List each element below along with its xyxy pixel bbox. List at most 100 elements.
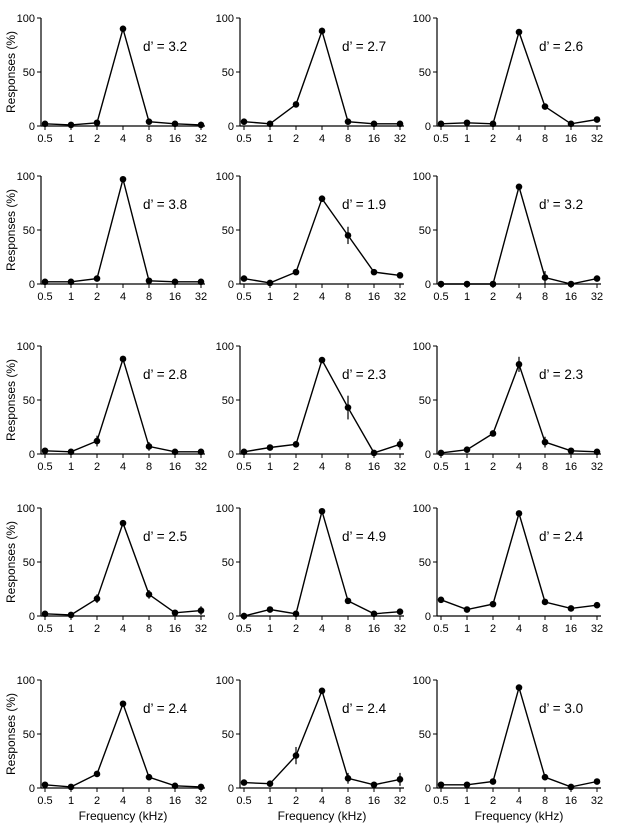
x-tick-label: 8 — [146, 795, 152, 807]
data-point — [437, 449, 445, 457]
dprime-annotation: d’ = 3.2 — [143, 39, 187, 54]
data-point — [541, 773, 549, 781]
dprime-annotation: d’ = 2.3 — [539, 367, 583, 382]
dprime-annotation: d’ = 2.5 — [143, 529, 187, 544]
y-tick-label: 100 — [216, 341, 234, 353]
data-point — [344, 404, 352, 411]
data-point — [318, 195, 326, 202]
data-point — [119, 175, 127, 183]
chart-panel-r2c3: 0 50 100 0.5 1 2 4 8 16 32 d’ = 3.2 — [413, 171, 603, 303]
y-axis-label: Responses (%) — [4, 521, 18, 603]
data-point — [292, 101, 300, 108]
data-point — [240, 448, 248, 456]
data-point — [67, 278, 75, 286]
x-tick-label: 2 — [293, 461, 299, 473]
dprime-annotation: d’ = 3.2 — [539, 197, 583, 212]
dprime-annotation: d’ = 2.6 — [539, 39, 583, 54]
x-tick-label: 16 — [169, 461, 181, 473]
data-point — [292, 440, 300, 448]
x-tick-label: 4 — [120, 623, 126, 635]
x-tick-label: 4 — [516, 461, 522, 473]
data-point — [463, 280, 471, 288]
x-tick-label: 8 — [345, 461, 351, 473]
data-point — [145, 118, 153, 125]
y-tick-label: 100 — [17, 13, 35, 25]
data-point — [344, 774, 352, 782]
x-tick-label: 8 — [542, 133, 548, 145]
chart-panel-r4c2: 0 50 100 0.5 1 2 4 8 16 32 d’ = 4.9 — [216, 503, 406, 635]
y-tick-label: 100 — [216, 503, 234, 515]
y-tick-label: 100 — [17, 503, 35, 515]
data-point — [396, 440, 404, 448]
y-tick-label: 0 — [29, 449, 35, 461]
x-tick-label: 4 — [516, 133, 522, 145]
x-tick-label: 0.5 — [37, 461, 52, 473]
series-line — [44, 701, 202, 788]
y-tick-label: 100 — [413, 13, 431, 25]
x-tick-label: 2 — [490, 291, 496, 303]
data-point — [266, 120, 274, 128]
x-tick-label: 2 — [94, 461, 100, 473]
y-tick-label: 50 — [23, 729, 35, 741]
data-point — [67, 448, 75, 456]
x-tick-label: 32 — [591, 795, 603, 807]
y-tick-label: 0 — [425, 449, 431, 461]
x-tick-label: 16 — [565, 795, 577, 807]
x-tick-label: 0.5 — [433, 133, 448, 145]
y-tick-label: 0 — [425, 121, 431, 133]
x-tick-label: 2 — [94, 623, 100, 635]
data-point — [593, 601, 601, 609]
data-point — [489, 430, 497, 437]
x-tick-label: 2 — [490, 461, 496, 473]
x-tick-label: 8 — [146, 291, 152, 303]
data-point — [197, 121, 205, 129]
x-tick-label: 0.5 — [433, 461, 448, 473]
data-point — [515, 28, 523, 36]
y-tick-label: 50 — [419, 225, 431, 237]
y-tick-label: 0 — [425, 783, 431, 795]
data-point — [145, 277, 153, 285]
y-tick-label: 0 — [228, 449, 234, 461]
x-tick-label: 0.5 — [37, 795, 52, 807]
data-point — [344, 597, 352, 605]
x-tick-label: 2 — [490, 795, 496, 807]
x-tick-label: 1 — [68, 795, 74, 807]
chart-panel-r4c1: 0 50 100 0.5 1 2 4 8 16 32 Responses (%) d’ = 2.5 — [4, 503, 207, 635]
data-point — [240, 275, 248, 282]
x-tick-label: 1 — [267, 133, 273, 145]
x-tick-label: 4 — [319, 795, 325, 807]
data-point — [489, 120, 497, 128]
y-tick-label: 0 — [29, 279, 35, 291]
dprime-annotation: d’ = 2.7 — [342, 39, 386, 54]
y-tick-label: 0 — [29, 611, 35, 623]
x-tick-label: 32 — [591, 291, 603, 303]
x-tick-label: 32 — [591, 623, 603, 635]
x-tick-label: 2 — [490, 623, 496, 635]
data-point — [515, 361, 523, 368]
x-tick-label: 32 — [394, 291, 406, 303]
x-tick-label: 0.5 — [37, 133, 52, 145]
x-tick-label: 8 — [345, 291, 351, 303]
chart-panel-r5c1: 0 50 100 0.5 1 2 4 8 16 32 Responses (%) Frequency … — [4, 675, 207, 823]
data-point — [197, 607, 205, 614]
data-point — [145, 443, 153, 450]
x-tick-label: 1 — [464, 461, 470, 473]
data-point — [67, 121, 75, 129]
x-tick-label: 16 — [565, 461, 577, 473]
data-point — [567, 605, 575, 612]
x-tick-label: 1 — [267, 623, 273, 635]
data-point — [489, 280, 497, 288]
data-point — [489, 778, 497, 785]
x-tick-label: 4 — [120, 461, 126, 473]
x-tick-label: 1 — [267, 461, 273, 473]
x-tick-label: 4 — [516, 795, 522, 807]
y-tick-label: 100 — [413, 341, 431, 353]
x-tick-label: 16 — [368, 623, 380, 635]
x-tick-label: 8 — [146, 133, 152, 145]
x-tick-label: 16 — [368, 795, 380, 807]
x-tick-label: 0.5 — [433, 795, 448, 807]
x-tick-label: 4 — [319, 291, 325, 303]
data-point — [344, 118, 352, 125]
data-point — [370, 120, 378, 128]
x-tick-label: 8 — [345, 795, 351, 807]
